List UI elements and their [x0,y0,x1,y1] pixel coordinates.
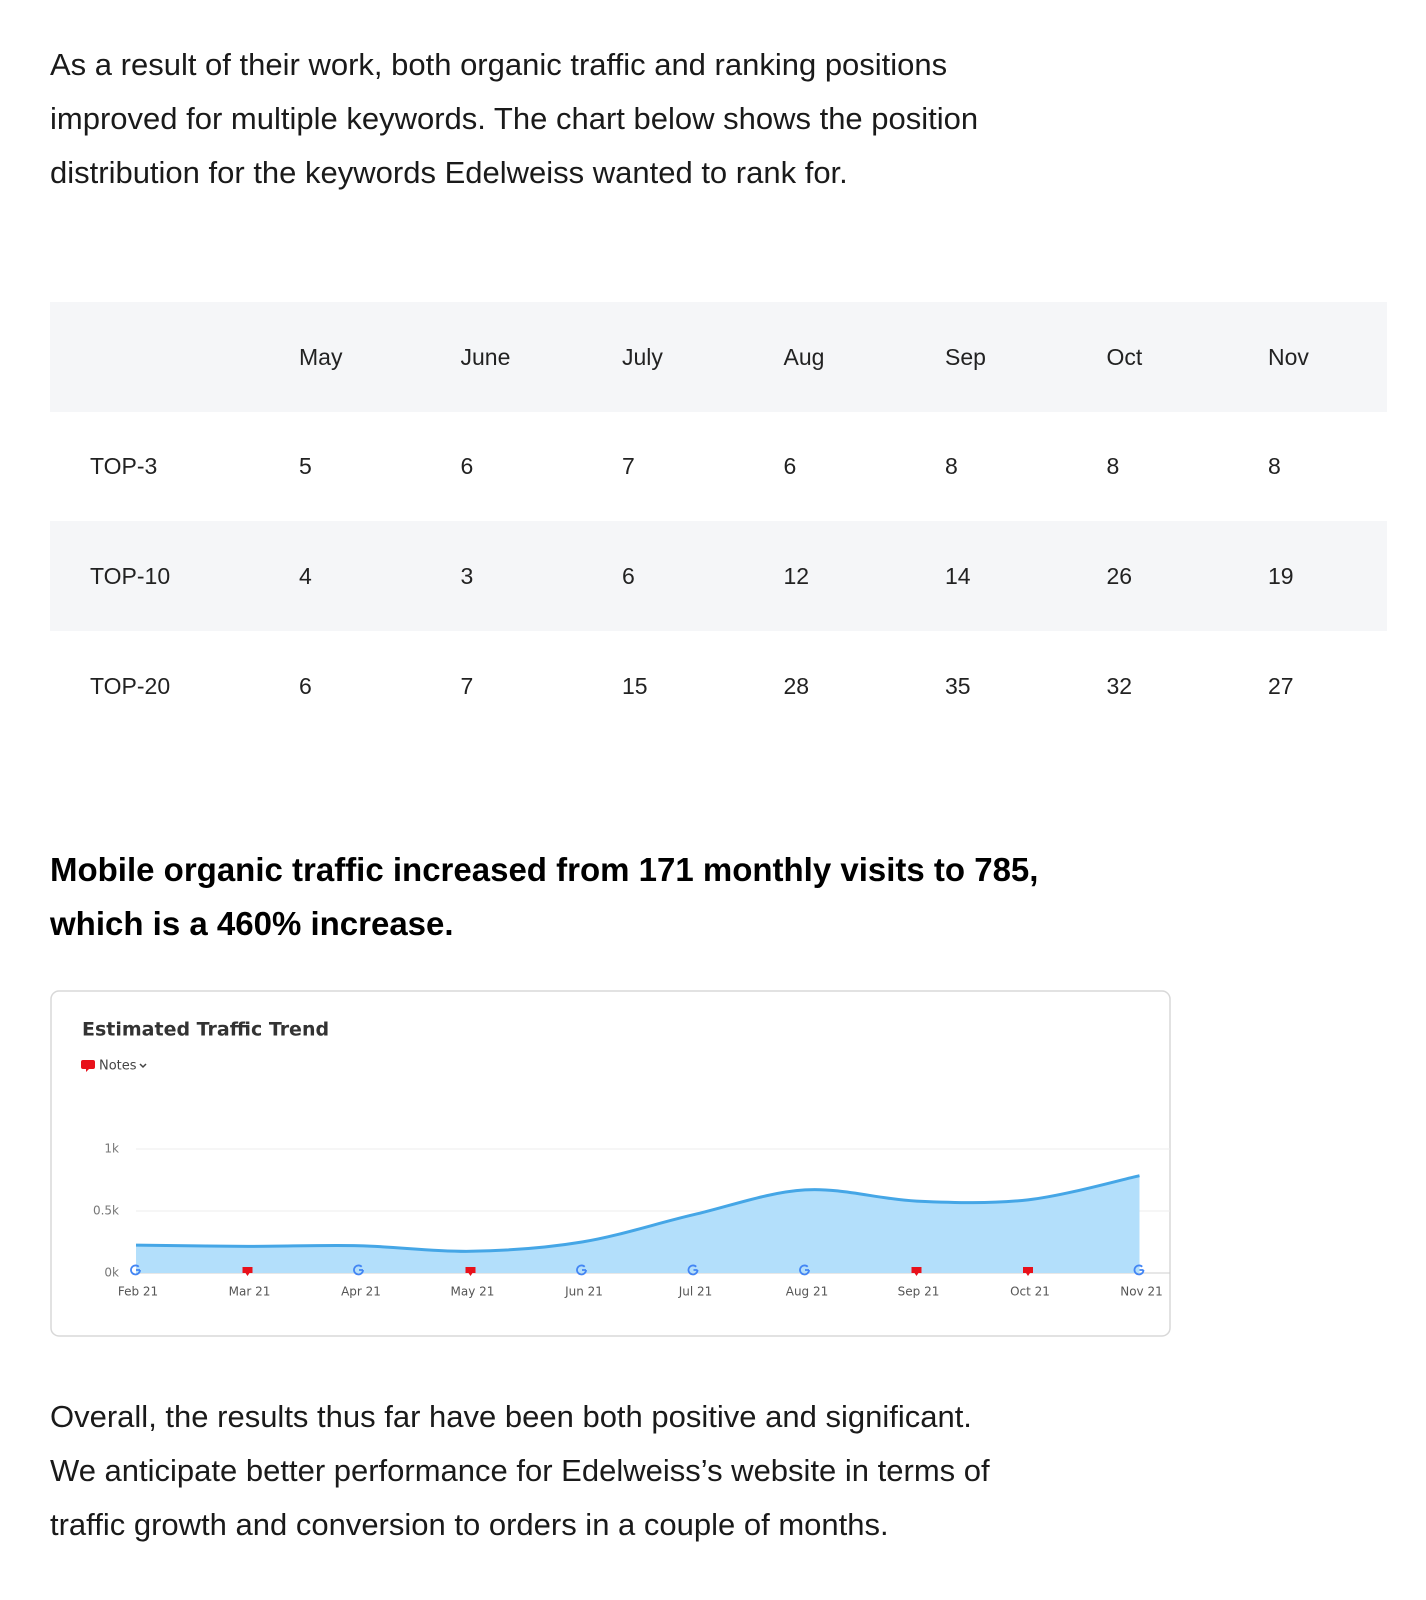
y-tick-label: 0k [104,1266,119,1280]
column-header: July [622,344,663,370]
y-tick-label: 1k [104,1142,119,1156]
chart: Estimated Traffic Trend Notes 0k 0.5k 1k Fe… [50,990,1171,1337]
x-tick-label: May 21 [451,1285,495,1299]
column-header: Aug [783,344,825,370]
conclusion-line: traffic growth and conversion to orders … [50,1507,889,1542]
google-marker [799,1264,810,1276]
table-cell: 8 [1106,453,1120,479]
table-cell: 14 [945,563,971,589]
google-marker [1133,1264,1145,1276]
notes-icon[interactable] [81,1060,95,1072]
area [136,1175,1140,1273]
table-cell: 26 [1106,563,1133,589]
intro-line: improved for multiple keywords. The char… [50,101,979,136]
table-cell: 19 [1268,563,1294,589]
notes-chevron[interactable] [139,1063,147,1069]
x-tick-label: Apr 21 [341,1285,381,1299]
x-tick-label: Aug 21 [786,1285,829,1299]
x-tick-label: Nov 21 [1120,1285,1163,1299]
x-tick-label: Feb 21 [118,1285,158,1299]
chart-title: Estimated Traffic Trend [82,1019,329,1041]
conclusion-line: We anticipate better performance for Ede… [50,1453,990,1488]
table-cell: 5 [299,453,312,479]
table-row-band [50,521,1387,631]
row-label: TOP-3 [90,453,158,479]
conclusion-line: Overall, the results thus far have been … [50,1399,972,1434]
google-marker [576,1264,587,1276]
table-cell: 8 [1268,453,1281,479]
table-cell: 12 [783,563,810,589]
table-cell: 6 [622,563,635,589]
table-cell: 28 [783,673,810,699]
x-tick-label: Mar 21 [229,1285,271,1299]
x-tick-label: Jul 21 [678,1285,713,1299]
y-tick-label: 0.5k [93,1204,119,1218]
table-cell: 7 [622,453,635,479]
note-marker [1023,1267,1033,1276]
row-label: TOP-20 [90,673,171,699]
table-cell: 6 [783,453,797,479]
table-cell: 32 [1106,673,1133,699]
table-cell: 35 [945,673,971,699]
area-line [135,1174,1140,1253]
google-marker [353,1264,364,1276]
intro-line: distribution for the keywords Edelweiss … [50,155,848,190]
google-marker [687,1264,699,1276]
table-cell: 3 [460,563,474,589]
column-header: Nov [1268,344,1309,370]
x-tick-label: Sep 21 [898,1285,940,1299]
note-marker [465,1267,476,1276]
column-header: Sep [945,344,986,370]
table-cell: 6 [299,673,312,699]
intro-line: As a result of their work, both organic … [50,47,948,82]
x-tick-label: Jun 21 [564,1285,603,1299]
table-cell: 15 [622,673,648,699]
table-cell: 7 [460,673,474,699]
notes-label[interactable]: Notes [99,1059,137,1074]
note-marker [242,1267,253,1276]
column-header: Oct [1106,344,1143,370]
note-marker [911,1267,922,1276]
google-marker [130,1264,141,1276]
table-header-band [50,302,1387,412]
table-cell: 8 [945,453,958,479]
row-label: TOP-10 [90,563,171,589]
x-tick-label: Oct 21 [1010,1285,1050,1299]
column-header: June [460,344,511,370]
chart-frame [50,990,1171,1337]
heading-line: which is a 460% increase. [50,905,454,942]
heading-line: Mobile organic traffic increased from 17… [50,851,1039,888]
column-header: May [299,344,343,370]
table-cell: 6 [460,453,474,479]
table-cell: 4 [299,563,312,589]
table-cell: 27 [1268,673,1294,699]
